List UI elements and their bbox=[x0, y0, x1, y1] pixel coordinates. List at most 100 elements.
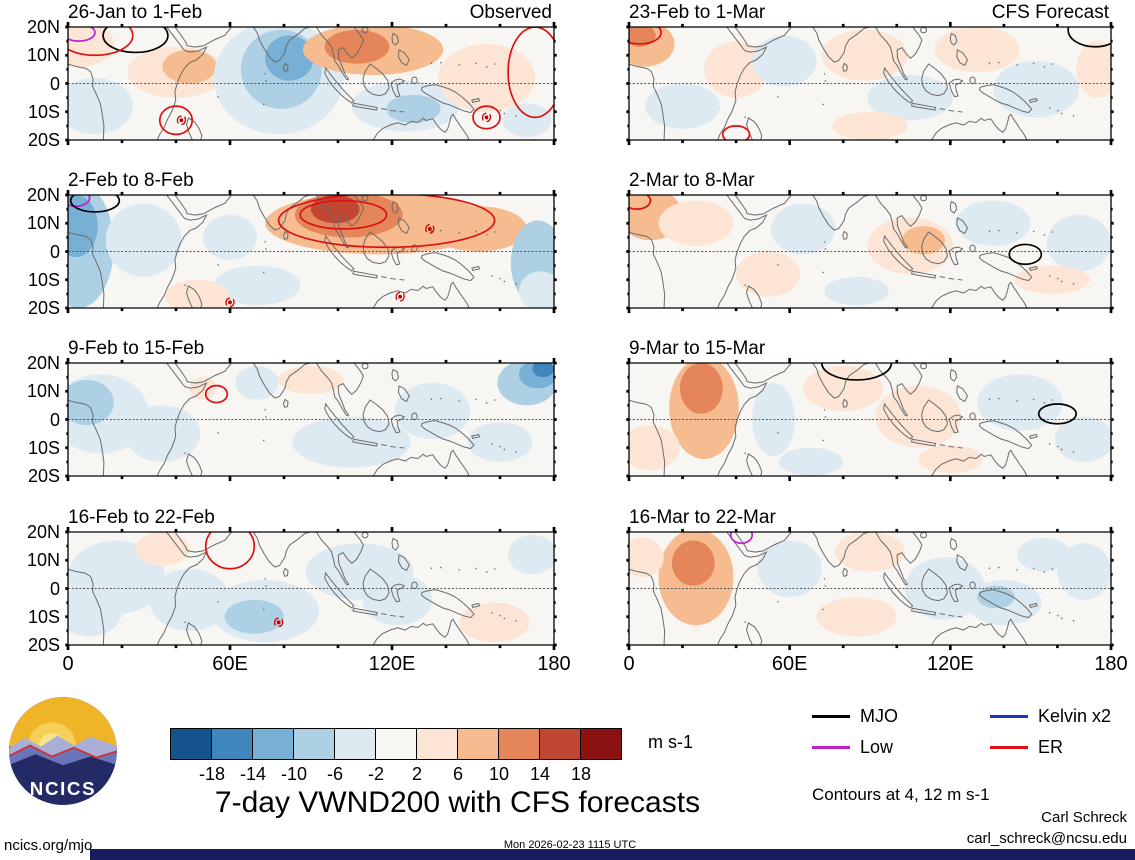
y-axis-label: 20S bbox=[27, 130, 60, 150]
panel-corner-label: Observed bbox=[469, 2, 552, 23]
panel-title: 16-Mar to 22-Mar bbox=[629, 507, 1111, 529]
colorbar-tick-label: -2 bbox=[367, 764, 384, 784]
y-axis-label: 20N bbox=[26, 17, 60, 37]
panel-title: 16-Feb to 22-Feb bbox=[68, 507, 554, 529]
x-axis-label: 0 bbox=[62, 653, 74, 675]
colorbar-units: m s-1 bbox=[648, 732, 693, 752]
colorbar-box bbox=[212, 729, 253, 759]
colorbar-tick-label: 6 bbox=[452, 764, 463, 784]
map-panel bbox=[626, 189, 1114, 314]
legend-line-icon bbox=[812, 745, 850, 749]
y-axis-label: 10N bbox=[26, 550, 60, 571]
colorbar-boxes bbox=[170, 728, 622, 760]
legend-label: ER bbox=[1038, 736, 1064, 757]
colorbar-tick-label: -10 bbox=[280, 764, 307, 784]
map-panel bbox=[65, 526, 557, 651]
x-axis-label: 60E bbox=[771, 653, 808, 675]
credit-name: Carl Schreck bbox=[1041, 809, 1127, 826]
panel-title: 23-Feb to 1-Mar CFS Forecast bbox=[629, 2, 1111, 24]
map-panel bbox=[65, 357, 557, 482]
panel-date-range: 23-Feb to 1-Mar bbox=[629, 2, 766, 23]
x-axis-label: 0 bbox=[623, 653, 635, 675]
panel-date-range: 16-Feb to 22-Feb bbox=[68, 507, 215, 528]
legend-item-kelvin-x2: Kelvin x2 bbox=[990, 704, 1111, 728]
legend-line-icon bbox=[990, 714, 1028, 718]
y-axis-label: 10S bbox=[27, 606, 60, 627]
colorbar: -18 -14 -10 -6 -2 2 6 10 14 18 bbox=[170, 728, 622, 784]
colorbar-box bbox=[540, 729, 581, 759]
colorbar-box bbox=[171, 729, 212, 759]
legend-label: Kelvin x2 bbox=[1038, 705, 1112, 726]
y-axis-label: 0 bbox=[49, 241, 60, 262]
y-axis-label: 0 bbox=[49, 73, 60, 94]
y-axis-label: 10N bbox=[26, 213, 60, 234]
legend-line-icon bbox=[812, 714, 850, 718]
colorbar-tick-label: 18 bbox=[570, 764, 592, 784]
y-axis-label: 10S bbox=[27, 101, 60, 122]
colorbar-tick-label: -18 bbox=[198, 764, 225, 784]
legend-item-mjo: MJO bbox=[812, 704, 898, 728]
y-axis-label: 10S bbox=[27, 269, 60, 290]
colorbar-box bbox=[335, 729, 376, 759]
colorbar-box bbox=[376, 729, 417, 759]
contour-note: Contours at 4, 12 m s-1 bbox=[812, 785, 990, 804]
panel-date-range: 2-Feb to 8-Feb bbox=[68, 170, 194, 191]
panel-title: 9-Feb to 15-Feb bbox=[68, 338, 554, 360]
colorbar-tick-label: -6 bbox=[326, 764, 343, 784]
legend-item-low: Low bbox=[812, 735, 893, 759]
map-panel bbox=[65, 21, 557, 146]
logo-mountains-front bbox=[9, 754, 117, 805]
figure-title: 7-day VWND200 with CFS forecasts bbox=[214, 786, 701, 819]
x-axis-label: 180 bbox=[537, 653, 571, 675]
map-panel bbox=[626, 526, 1114, 651]
x-axis-label: 60E bbox=[212, 653, 248, 675]
legend-line-icon bbox=[990, 745, 1028, 749]
colorbar-box bbox=[499, 729, 540, 759]
panel-title: 2-Feb to 8-Feb bbox=[68, 170, 554, 192]
y-axis-label: 20S bbox=[27, 298, 60, 318]
colorbar-box bbox=[581, 729, 621, 759]
map-panel bbox=[626, 357, 1114, 482]
footer-bar bbox=[90, 849, 1135, 860]
x-axis-label: 180 bbox=[1094, 653, 1128, 675]
map-panel bbox=[626, 21, 1114, 146]
y-axis-label: 10N bbox=[26, 381, 60, 402]
legend-item-er: ER bbox=[990, 735, 1063, 759]
y-axis-label: 0 bbox=[49, 409, 60, 430]
ncics-logo: NCICS bbox=[9, 697, 117, 805]
logo-red-line bbox=[9, 744, 117, 759]
panel-title: 26-Jan to 1-Feb Observed bbox=[68, 2, 554, 24]
map-panel bbox=[65, 189, 557, 314]
colorbar-box bbox=[417, 729, 458, 759]
colorbar-tick-label: 10 bbox=[488, 764, 510, 784]
credit-email: carl_schreck@ncsu.edu bbox=[966, 830, 1127, 847]
y-axis-label: 20S bbox=[27, 466, 60, 486]
panel-date-range: 9-Mar to 15-Mar bbox=[629, 338, 766, 359]
timestamp: Mon 2026-02-23 1115 UTC bbox=[503, 839, 637, 851]
panel-title: 2-Mar to 8-Mar bbox=[629, 170, 1111, 192]
panel-corner-label: CFS Forecast bbox=[991, 2, 1109, 23]
colorbar-box bbox=[253, 729, 294, 759]
legend-label: Low bbox=[860, 736, 894, 757]
legend-label: MJO bbox=[860, 705, 898, 726]
colorbar-tick-label: -14 bbox=[239, 764, 266, 784]
panel-date-range: 9-Feb to 15-Feb bbox=[68, 338, 205, 359]
x-axis-label: 120E bbox=[368, 653, 416, 675]
panel-date-range: 26-Jan to 1-Feb bbox=[68, 2, 203, 23]
colorbar-tick-label: 2 bbox=[411, 764, 422, 784]
y-axis-label: 0 bbox=[49, 578, 60, 599]
logo-text: NCICS bbox=[30, 778, 96, 799]
y-axis-label: 20N bbox=[26, 185, 60, 205]
colorbar-tick-label: 14 bbox=[529, 764, 551, 784]
y-axis-label: 20N bbox=[26, 353, 60, 373]
panel-date-range: 16-Mar to 22-Mar bbox=[629, 507, 776, 528]
y-axis-label: 20N bbox=[26, 522, 60, 542]
colorbar-box bbox=[294, 729, 335, 759]
site-link: ncics.org/mjo bbox=[4, 837, 93, 854]
panel-date-range: 2-Mar to 8-Mar bbox=[629, 170, 755, 191]
y-axis-label: 10S bbox=[27, 437, 60, 458]
panel-title: 9-Mar to 15-Mar bbox=[629, 338, 1111, 360]
colorbar-box bbox=[458, 729, 499, 759]
y-axis-label: 20S bbox=[27, 635, 60, 655]
